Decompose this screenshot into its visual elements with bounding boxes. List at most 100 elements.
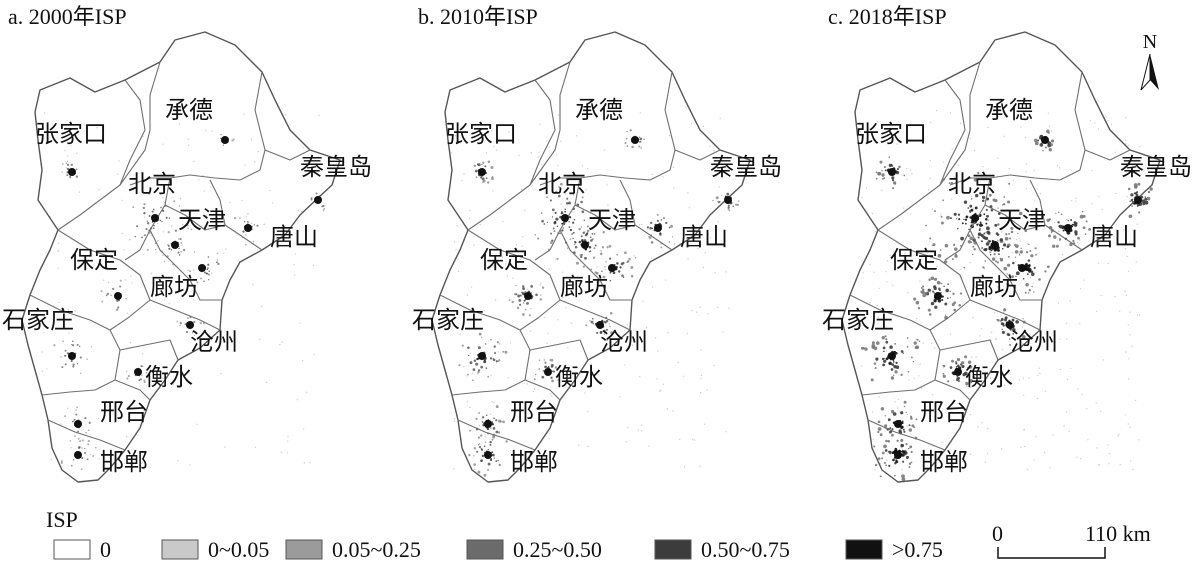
city-label: 沧州: [190, 328, 238, 356]
legend-swatch: [285, 539, 323, 560]
north-arrow-label: N: [1143, 31, 1157, 53]
city-marker: [581, 241, 589, 249]
scale-label-start: 0: [992, 521, 1003, 546]
city-marker: [1006, 321, 1014, 329]
city-label: 承德: [575, 96, 623, 124]
city-label: 唐山: [680, 223, 728, 251]
city-marker: [934, 292, 942, 300]
city-marker: [524, 292, 532, 300]
city-marker: [68, 352, 76, 360]
panel-title: b. 2010年ISP: [418, 4, 538, 29]
city-label: 北京: [128, 170, 176, 198]
scale-label-end: 110 km: [1085, 521, 1151, 546]
city-label: 邯郸: [510, 448, 558, 476]
city-marker: [954, 368, 962, 376]
city-marker: [114, 292, 122, 300]
legend-label: 0~0.05: [208, 537, 269, 562]
legend-swatch: [53, 539, 91, 560]
city-label: 保定: [890, 246, 938, 274]
city-label: 秦皇岛: [710, 153, 782, 181]
city-marker: [1018, 264, 1026, 272]
city-label: 张家口: [445, 120, 517, 148]
city-label: 邯郸: [100, 448, 148, 476]
city-marker: [1041, 136, 1049, 144]
city-marker: [991, 241, 999, 249]
city-marker: [608, 264, 616, 272]
city-marker: [1064, 224, 1072, 232]
city-marker: [654, 224, 662, 232]
city-marker: [561, 214, 569, 222]
city-marker: [171, 241, 179, 249]
city-label: 廊坊: [970, 273, 1018, 301]
panel-title: c. 2018年ISP: [828, 4, 947, 29]
scale-bar-line: [997, 547, 1106, 559]
legend-label: >0.75: [892, 537, 943, 562]
city-marker: [221, 136, 229, 144]
legend-label: 0: [100, 537, 111, 562]
city-marker: [314, 196, 322, 204]
city-label: 沧州: [600, 328, 648, 356]
city-marker: [198, 264, 206, 272]
north-arrow: N: [1140, 31, 1159, 91]
legend-swatch: [845, 539, 883, 560]
city-label: 天津: [178, 206, 226, 234]
city-label: 邢台: [100, 398, 148, 426]
legend-label: 0.25~0.50: [513, 537, 602, 562]
legend-swatch: [161, 539, 199, 560]
legend-swatch: [466, 539, 504, 560]
city-marker: [631, 136, 639, 144]
city-marker: [134, 368, 142, 376]
city-label: 衡水: [555, 363, 603, 391]
city-label: 张家口: [855, 120, 927, 148]
city-marker: [724, 196, 732, 204]
city-label: 北京: [538, 170, 586, 198]
city-label: 承德: [985, 96, 1033, 124]
city-marker: [894, 451, 902, 459]
city-marker: [888, 352, 896, 360]
city-label: 保定: [480, 246, 528, 274]
panel-title: a. 2000年ISP: [8, 4, 127, 29]
city-marker: [484, 451, 492, 459]
city-marker: [971, 214, 979, 222]
city-label: 北京: [948, 170, 996, 198]
city-label: 沧州: [1010, 328, 1058, 356]
city-label: 唐山: [1090, 223, 1138, 251]
city-marker: [244, 224, 252, 232]
city-label: 邯郸: [920, 448, 968, 476]
city-label: 石家庄: [2, 306, 74, 334]
city-marker: [68, 168, 76, 176]
city-marker: [478, 352, 486, 360]
city-label: 邢台: [510, 398, 558, 426]
city-label: 张家口: [35, 120, 107, 148]
city-marker: [484, 420, 492, 428]
city-marker: [894, 420, 902, 428]
city-label: 石家庄: [822, 306, 894, 334]
city-label: 廊坊: [560, 273, 608, 301]
city-marker: [1134, 196, 1142, 204]
city-marker: [74, 420, 82, 428]
city-label: 石家庄: [412, 306, 484, 334]
city-marker: [74, 451, 82, 459]
city-label: 保定: [70, 246, 118, 274]
city-label: 廊坊: [150, 273, 198, 301]
city-marker: [544, 368, 552, 376]
city-label: 天津: [998, 206, 1046, 234]
legend-label: 0.50~0.75: [701, 537, 790, 562]
scale-bar: 0 110 km: [992, 521, 1151, 559]
city-label: 天津: [588, 206, 636, 234]
city-marker: [596, 321, 604, 329]
city-label: 邢台: [920, 398, 968, 426]
legend-title: ISP: [46, 507, 78, 532]
city-marker: [151, 214, 159, 222]
city-marker: [888, 168, 896, 176]
legend-label: 0.05~0.25: [332, 537, 421, 562]
city-label: 衡水: [965, 363, 1013, 391]
legend: ISP 0 0~0.05 0.05~0.25 0.25~0.50 0.50~0.75 >0…: [46, 507, 943, 562]
city-marker: [478, 168, 486, 176]
city-label: 承德: [165, 96, 213, 124]
